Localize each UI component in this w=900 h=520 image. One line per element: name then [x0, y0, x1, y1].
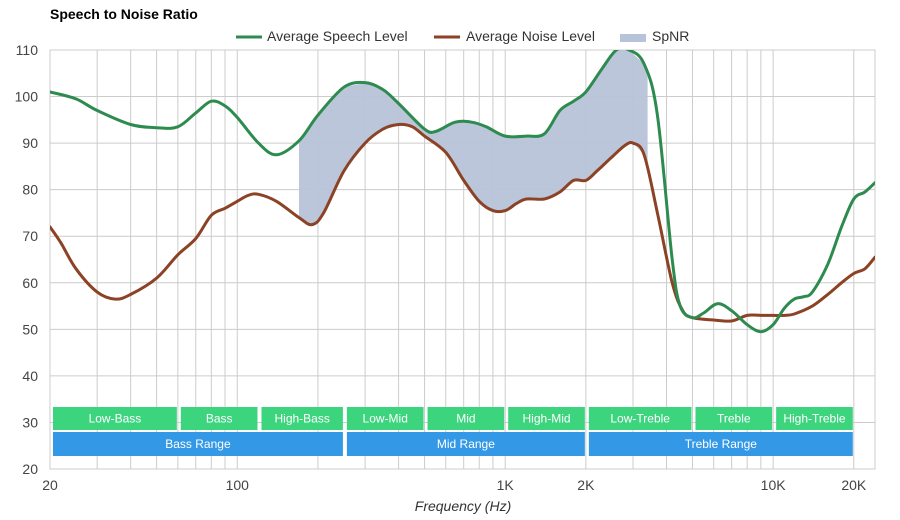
x-tick-label: 1K [497, 477, 515, 493]
range-band [53, 407, 177, 430]
legend: Average Speech Level Average Noise Level… [236, 28, 689, 44]
range-band [588, 407, 692, 430]
range-band-label: Bass [206, 412, 233, 426]
range-band [261, 407, 343, 430]
y-tick-label: 90 [22, 135, 38, 151]
range-band-label: Treble Range [685, 437, 758, 451]
y-tick-label: 70 [22, 228, 38, 244]
range-band-label: Mid [456, 412, 475, 426]
range-band-label: Low-Mid [363, 412, 408, 426]
y-tick-label: 110 [16, 42, 39, 58]
speech-level-line [50, 50, 875, 334]
range-band [346, 407, 424, 430]
range-band [346, 432, 585, 456]
range-band [427, 407, 505, 430]
chart-title: Speech to Noise Ratio [50, 6, 198, 22]
x-tick-label: 2K [577, 477, 595, 493]
legend-spnr-swatch [620, 34, 646, 42]
x-tick-label: 10K [761, 477, 787, 493]
x-tick-label: 20K [841, 477, 867, 493]
range-band [53, 432, 343, 456]
y-tick-label: 40 [22, 368, 38, 384]
legend-noise-label: Average Noise Level [466, 28, 595, 44]
x-axis-ticks: 20 100 1K 2K 10K 20K [42, 477, 867, 493]
range-band-label: High-Bass [275, 412, 330, 426]
range-band-label: Mid Range [437, 437, 495, 451]
range-band [180, 407, 258, 430]
y-tick-label: 50 [22, 321, 38, 337]
y-tick-label: 80 [22, 182, 38, 198]
series-lines [50, 50, 875, 334]
x-tick-label: 20 [42, 477, 58, 493]
range-band-label: Bass Range [165, 437, 231, 451]
range-band-label: Low-Bass [89, 412, 142, 426]
x-tick-label: 100 [226, 477, 250, 493]
range-band [508, 407, 585, 430]
range-band-label: Treble [717, 412, 751, 426]
range-band [695, 407, 773, 430]
range-band-label: High-Mid [523, 412, 571, 426]
range-band-label: Low-Treble [610, 412, 670, 426]
y-tick-label: 20 [22, 461, 38, 477]
range-band [776, 407, 853, 430]
y-axis-ticks: 20 30 40 50 60 70 80 90 100 110 [15, 42, 39, 477]
range-band-label: High-Treble [783, 412, 846, 426]
noise-level-line [50, 122, 875, 323]
y-tick-label: 100 [15, 89, 39, 105]
y-tick-label: 30 [22, 414, 38, 430]
legend-speech-label: Average Speech Level [267, 28, 408, 44]
legend-spnr-label: SpNR [652, 28, 689, 44]
frequency-range-bands: Low-Bass Bass High-Bass Low-Mid Mid High-Mid L… [53, 407, 853, 456]
y-tick-label: 60 [22, 275, 38, 291]
range-band [588, 432, 853, 456]
x-axis-label: Frequency (Hz) [415, 498, 511, 514]
